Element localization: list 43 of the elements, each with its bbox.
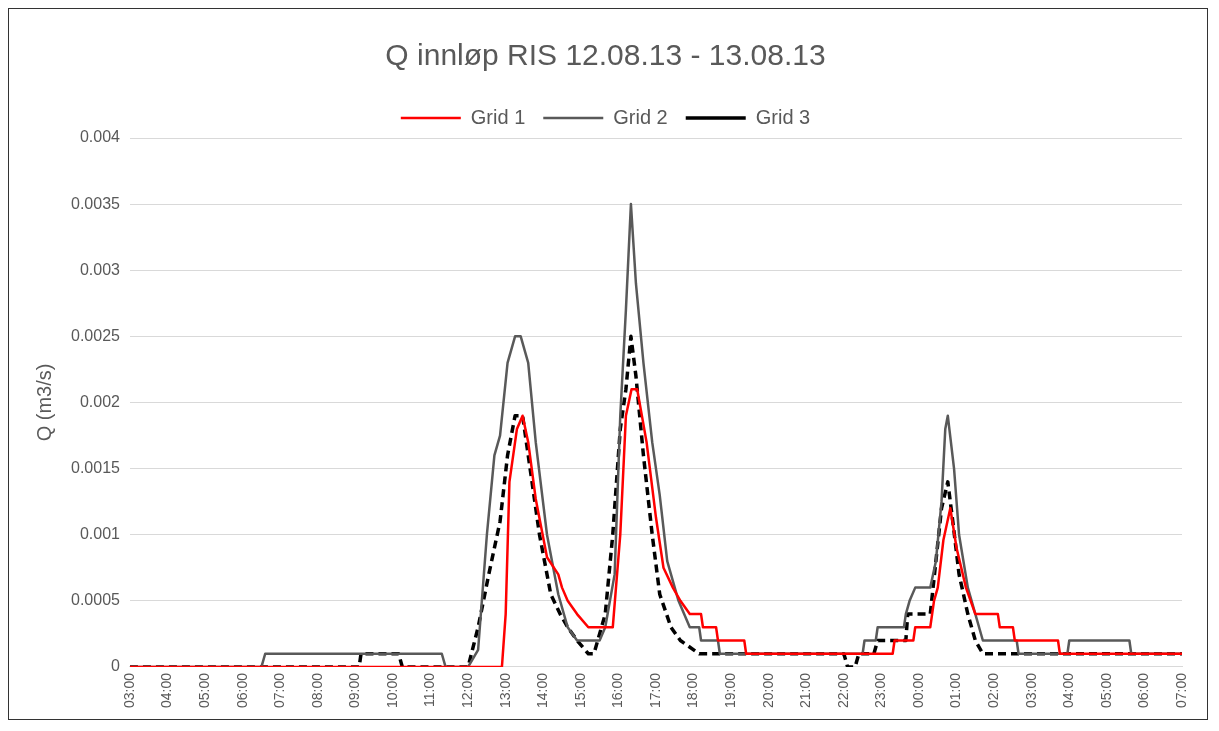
x-tick-label: 23:00 (872, 672, 889, 709)
x-tick-label: 03:00 (120, 672, 137, 709)
x-tick-label: 07:00 (271, 672, 288, 709)
y-tick-label: 0.0015 (71, 459, 121, 477)
x-tick-label: 18:00 (684, 672, 701, 709)
x-tick-label: 06:00 (1135, 672, 1152, 709)
x-tick-label: 08:00 (308, 672, 325, 709)
y-tick-label: 0.0035 (71, 194, 121, 212)
x-tick-label: 04:00 (1060, 672, 1077, 709)
x-tick-label: 22:00 (834, 672, 851, 709)
x-tick-label: 09:00 (346, 672, 363, 709)
y-tick-label: 0.002 (79, 392, 121, 410)
x-tick-label: 05:00 (195, 672, 212, 709)
legend-label: Grid 3 (755, 105, 811, 128)
y-tick-label: 0.001 (79, 525, 121, 543)
x-tick-label: 20:00 (759, 672, 776, 709)
x-tick-label: 00:00 (909, 672, 926, 709)
x-tick-label: 15:00 (571, 672, 588, 709)
x-tick-label: 02:00 (984, 672, 1001, 709)
x-tick-label: 21:00 (797, 672, 814, 709)
legend-label: Grid 2 (613, 105, 668, 128)
y-axis-title: Q (m3/s) (32, 363, 55, 442)
chart-title: Q innløp RIS 12.08.13 - 13.08.13 (385, 38, 826, 72)
x-tick-label: 10:00 (383, 672, 400, 709)
y-tick-label: 0 (111, 657, 121, 675)
x-tick-label: 06:00 (233, 672, 250, 709)
y-tick-label: 0.0025 (71, 326, 121, 344)
y-tick-label: 0.004 (79, 128, 121, 146)
x-tick-label: 01:00 (947, 672, 964, 709)
x-tick-label: 13:00 (496, 672, 513, 709)
y-tick-label: 0.003 (79, 260, 121, 278)
x-tick-label: 16:00 (609, 672, 626, 709)
x-tick-label: 19:00 (721, 672, 738, 709)
y-tick-label: 0.0005 (71, 591, 121, 609)
x-tick-label: 14:00 (534, 672, 551, 709)
x-tick-label: 04:00 (158, 672, 175, 709)
x-tick-label: 05:00 (1097, 672, 1114, 709)
x-tick-label: 03:00 (1022, 672, 1039, 709)
legend-label: Grid 1 (470, 105, 526, 128)
x-tick-label: 17:00 (646, 672, 663, 709)
x-tick-label: 11:00 (421, 672, 438, 707)
x-tick-label: 07:00 (1172, 672, 1189, 709)
x-tick-label: 12:00 (458, 672, 475, 709)
